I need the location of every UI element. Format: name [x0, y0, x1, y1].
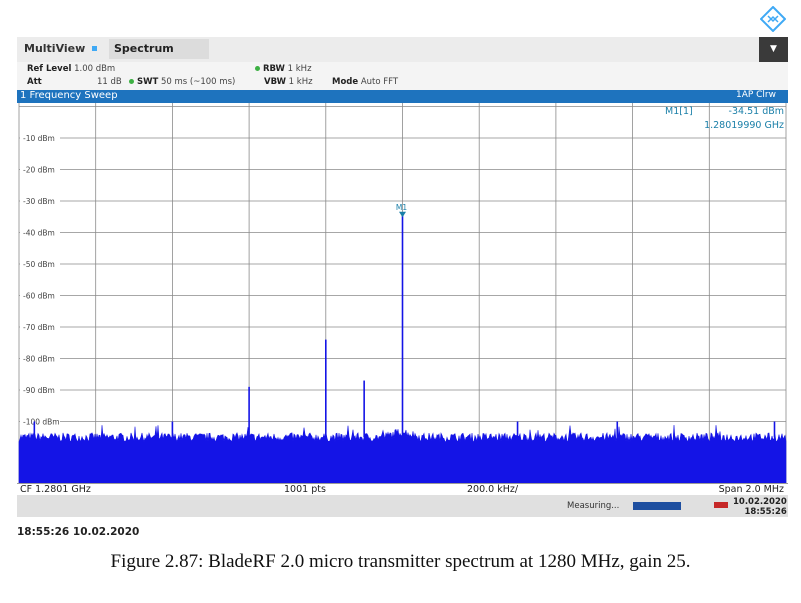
status-badge-icon — [714, 502, 728, 508]
span: Span 2.0 MHz — [718, 484, 784, 495]
y-tick-label: -80 dBm — [23, 355, 55, 364]
brand-logo-icon — [760, 6, 786, 32]
figure-caption: Figure 2.87: BladeRF 2.0 micro transmitt… — [110, 551, 691, 572]
tick-label-bg — [20, 164, 60, 175]
tick-label-bg — [20, 227, 60, 238]
tick-label-bg — [20, 290, 60, 301]
marker-frequency: 1.28019990 GHz — [704, 120, 784, 131]
status-bar: Measuring... 10.02.2020 18:55:26 — [17, 495, 788, 517]
ref-level: Ref Level 1.00 dBm — [27, 64, 116, 74]
status-datetime: 10.02.2020 18:55:26 — [733, 497, 787, 517]
tab-spectrum-label: Spectrum — [114, 42, 174, 55]
status-dot-icon — [129, 78, 134, 84]
tick-label-bg — [20, 322, 60, 332]
att-label: Att — [27, 77, 42, 87]
marker-triangle-icon — [399, 211, 406, 218]
progress-bar — [633, 502, 681, 510]
att-value: 11 dB — [97, 77, 122, 87]
frequency-per-division: 200.0 kHz/ — [467, 484, 519, 495]
y-tick-label: -20 dBm — [23, 166, 55, 175]
marker-label: M1 — [396, 203, 407, 212]
rbw: RBW 1 kHz — [255, 64, 312, 74]
y-tick-label: -50 dBm — [23, 260, 55, 269]
marker-id: M1[1] — [665, 106, 693, 117]
tab-multiview[interactable]: MultiView — [24, 42, 86, 55]
center-frequency: CF 1.2801 GHz — [20, 484, 91, 495]
plot-footer: CF 1.2801 GHz 1001 pts 200.0 kHz/ Span 2… — [17, 483, 788, 496]
y-tick-label: -90 dBm — [23, 386, 55, 395]
trace-info: 1AP Clrw — [735, 90, 776, 100]
sweep-points: 1001 pts — [284, 484, 326, 495]
tick-label-bg — [20, 385, 60, 395]
tab-bar: MultiView Spectrum ▼ — [17, 37, 788, 62]
y-tick-label: -40 dBm — [23, 229, 55, 238]
swt: SWT 50 ms (~100 ms) — [129, 77, 235, 87]
tick-label-bg — [20, 353, 60, 364]
y-tick-label: -10 dBm — [23, 134, 55, 143]
settings-panel: Ref Level 1.00 dBm Att 11 dB SWT 50 ms (… — [17, 62, 788, 90]
screenshot-timestamp: 18:55:26 10.02.2020 — [17, 526, 140, 538]
measuring-status: Measuring... — [567, 501, 620, 511]
y-tick-label: -100 dBm — [23, 418, 60, 427]
tick-label-bg — [20, 133, 60, 143]
tick-label-bg — [20, 416, 60, 427]
tick-label-bg — [20, 196, 60, 206]
window-title-bar: 1 Frequency Sweep 1AP Clrw — [17, 90, 788, 103]
tab-spectrum[interactable]: Spectrum — [109, 39, 209, 59]
window-title: 1 Frequency Sweep — [20, 90, 118, 101]
status-time: 18:55:26 — [744, 507, 787, 517]
spectrum-plot: -10 dBm -20 dBm -30 dBm -40 dBm -50 dBm -60 d… — [17, 103, 788, 484]
chevron-down-icon[interactable]: ▼ — [759, 37, 788, 62]
tick-label-bg — [20, 259, 60, 269]
status-dot-icon — [255, 65, 260, 71]
status-date: 10.02.2020 — [733, 497, 787, 507]
y-tick-label: -30 dBm — [23, 197, 55, 206]
vbw: VBW 1 kHz — [264, 77, 313, 87]
y-tick-label: -60 dBm — [23, 292, 55, 301]
tab-indicator-icon — [92, 46, 97, 51]
marker-level: -34.51 dBm — [729, 106, 784, 117]
y-tick-label: -70 dBm — [23, 323, 55, 332]
mode: Mode Auto FFT — [332, 77, 399, 87]
spectrum-chart: -10 dBm -20 dBm -30 dBm -40 dBm -50 dBm -60 d… — [18, 103, 787, 484]
